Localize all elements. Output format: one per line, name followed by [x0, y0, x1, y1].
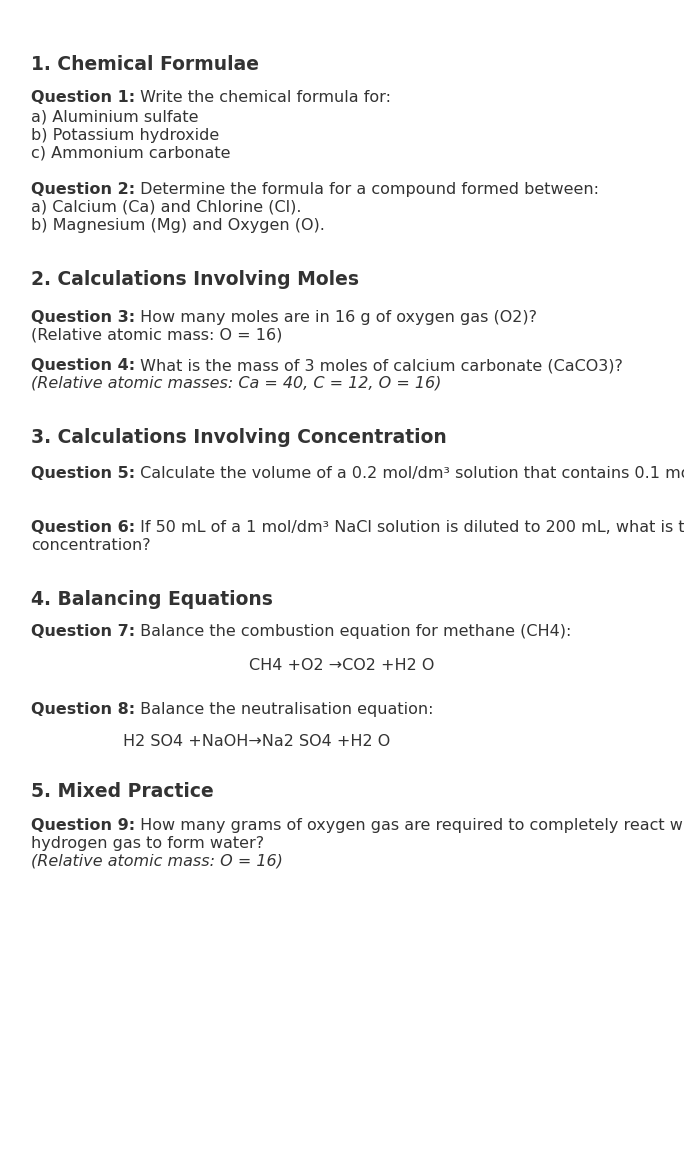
Text: How many moles are in 16 g of oxygen gas (O2)?: How many moles are in 16 g of oxygen gas…	[135, 310, 537, 324]
Text: b) Potassium hydroxide: b) Potassium hydroxide	[31, 128, 219, 144]
Text: If 50 mL of a 1 mol/dm³ NaCl solution is diluted to 200 mL, what is the new: If 50 mL of a 1 mol/dm³ NaCl solution is…	[135, 520, 684, 534]
Text: 5. Mixed Practice: 5. Mixed Practice	[31, 782, 213, 801]
Text: 2. Calculations Involving Moles: 2. Calculations Involving Moles	[31, 270, 359, 289]
Text: b) Magnesium (Mg) and Oxygen (O).: b) Magnesium (Mg) and Oxygen (O).	[31, 218, 325, 233]
Text: hydrogen gas to form water?: hydrogen gas to form water?	[31, 836, 264, 851]
Text: Question 3:: Question 3:	[31, 310, 135, 324]
Text: Write the chemical formula for:: Write the chemical formula for:	[135, 90, 391, 105]
Text: 3. Calculations Involving Concentration: 3. Calculations Involving Concentration	[31, 428, 447, 447]
Text: Question 8:: Question 8:	[31, 703, 135, 717]
Text: Question 4:: Question 4:	[31, 358, 135, 373]
Text: (Relative atomic mass: O = 16): (Relative atomic mass: O = 16)	[31, 854, 282, 869]
Text: H2 SO4 +NaOH→Na2 SO4 +H2 O: H2 SO4 +NaOH→Na2 SO4 +H2 O	[123, 734, 391, 749]
Text: Question 9:: Question 9:	[31, 818, 135, 833]
Text: Question 6:: Question 6:	[31, 520, 135, 534]
Text: c) Ammonium carbonate: c) Ammonium carbonate	[31, 146, 231, 161]
Text: (Relative atomic masses: Ca = 40, C = 12, O = 16): (Relative atomic masses: Ca = 40, C = 12…	[31, 376, 441, 391]
Text: (Relative atomic mass: O = 16): (Relative atomic mass: O = 16)	[31, 328, 282, 343]
Text: Calculate the volume of a 0.2 mol/dm³ solution that contains 0.1 moles of solute: Calculate the volume of a 0.2 mol/dm³ so…	[135, 466, 684, 481]
Text: Question 7:: Question 7:	[31, 624, 135, 640]
Text: 4. Balancing Equations: 4. Balancing Equations	[31, 591, 273, 609]
Text: a) Calcium (Ca) and Chlorine (Cl).: a) Calcium (Ca) and Chlorine (Cl).	[31, 200, 301, 215]
Text: concentration?: concentration?	[31, 538, 150, 553]
Text: Determine the formula for a compound formed between:: Determine the formula for a compound for…	[135, 182, 599, 197]
Text: How many grams of oxygen gas are required to completely react with 4 moles of: How many grams of oxygen gas are require…	[135, 818, 684, 833]
Text: a) Aluminium sulfate: a) Aluminium sulfate	[31, 110, 198, 125]
Text: 1. Chemical Formulae: 1. Chemical Formulae	[31, 55, 259, 74]
Text: Question 5:: Question 5:	[31, 466, 135, 481]
Text: Question 2:: Question 2:	[31, 182, 135, 197]
Text: What is the mass of 3 moles of calcium carbonate (CaCO3)?: What is the mass of 3 moles of calcium c…	[135, 358, 622, 373]
Text: Balance the neutralisation equation:: Balance the neutralisation equation:	[135, 703, 434, 717]
Text: Question 1:: Question 1:	[31, 90, 135, 105]
Text: CH4 +O2 →CO2 +H2 O: CH4 +O2 →CO2 +H2 O	[249, 658, 435, 673]
Text: Balance the combustion equation for methane (CH4):: Balance the combustion equation for meth…	[135, 624, 571, 640]
